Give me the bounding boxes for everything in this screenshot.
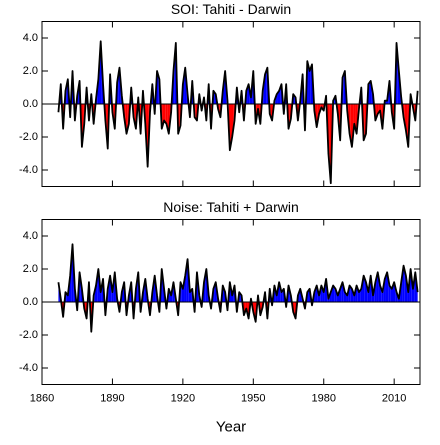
area-segment [66,285,69,302]
y-tick-label: 0.0 [23,296,38,308]
area-segment [371,285,375,302]
x-tick-label: 1920 [171,392,195,404]
y-tick-label: 0.0 [23,98,38,110]
y-tick-label: -2.0 [19,131,38,143]
data-line [57,243,419,333]
x-tick-label: 2010 [382,392,406,404]
area-segment [186,80,189,104]
area-segment [407,280,410,302]
area-segment [249,84,253,104]
y-tick-label: 2.0 [23,263,38,275]
area-segment [162,104,166,125]
area-segment [256,104,260,117]
area-segment [277,87,281,104]
x-tick-label: 1890 [100,392,124,404]
area-segment [310,64,314,104]
area-segment [188,275,192,302]
area-segment [404,270,408,302]
area-segment [329,104,332,184]
area-segment [364,278,368,302]
x-axis-label: Year [216,418,246,435]
area-segment [228,104,231,151]
area-segment [275,92,278,104]
area-segment [198,283,201,302]
y-tick-label: -4.0 [19,362,38,374]
area-segment [336,104,339,128]
area-segment [231,104,234,144]
x-tick-label: 1980 [311,392,335,404]
chart-title: Noise: Tahiti + Darwin [163,199,299,215]
area-segment [383,275,386,302]
area-segment [390,285,393,302]
area-segment [378,104,382,120]
chart-title: SOI: Tahiti - Darwin [171,1,291,17]
y-tick-label: 2.0 [23,65,38,77]
x-tick-label: 1950 [241,392,265,404]
area-segment [308,66,311,104]
area-segment [155,285,158,302]
y-tick-label: 4.0 [23,230,38,242]
area-segment [73,266,77,302]
y-tick-label: -2.0 [19,329,38,341]
y-tick-label: -4.0 [19,164,38,176]
area-segment [120,81,123,104]
x-tick-label: 1860 [30,392,54,404]
y-tick-label: 4.0 [23,32,38,44]
data-line [57,40,419,185]
area-segment [99,280,102,302]
